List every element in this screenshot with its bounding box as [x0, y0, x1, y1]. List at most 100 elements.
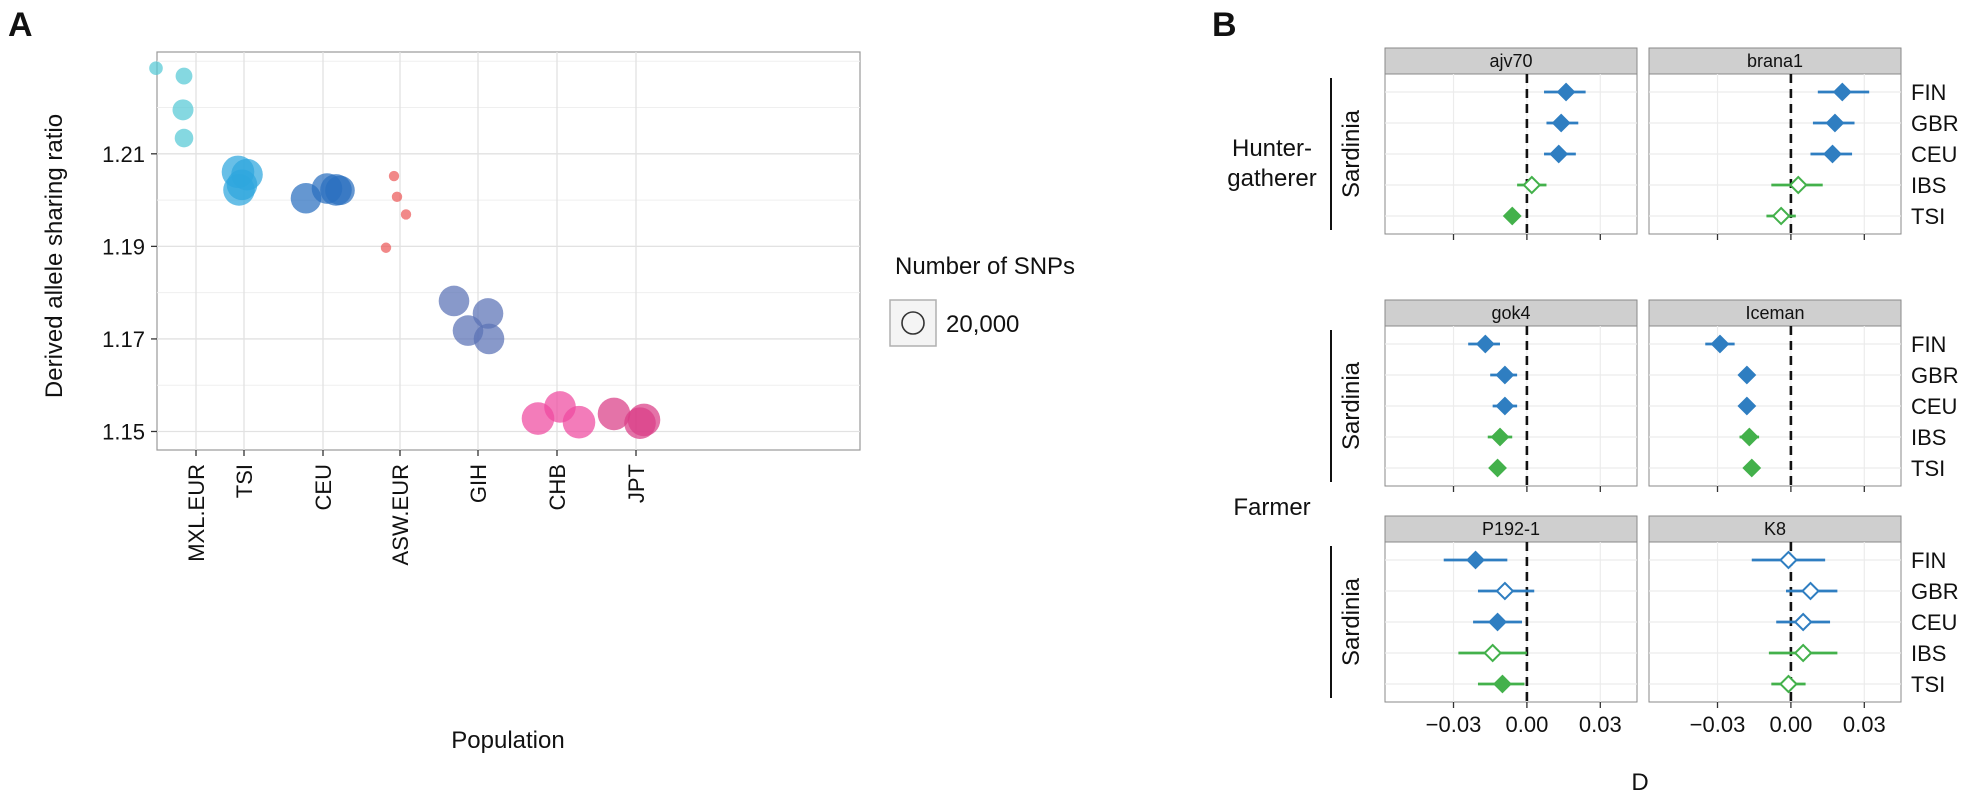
row-label-fin: FIN — [1911, 332, 1946, 357]
facet-title: Iceman — [1745, 303, 1804, 323]
facet-gok4: gok4 Sardinia — [1330, 299, 1638, 492]
legend-entry-label: 20,000 — [946, 311, 1019, 338]
point-ceu — [1793, 612, 1813, 632]
legend-key-circle — [901, 311, 925, 335]
row-label-ibs: IBS — [1911, 173, 1946, 198]
panel-a-y-ticks: 1.15 1.17 1.19 1.21 — [102, 142, 157, 444]
row-label-gbr: GBR — [1911, 579, 1959, 604]
y-tick-label: 1.17 — [102, 327, 145, 352]
x-tick-label: JPT — [624, 464, 649, 503]
data-point-tsi — [223, 174, 255, 206]
x-tick-label: 0.03 — [1579, 712, 1622, 737]
x-tick-label: ASW.EUR — [388, 464, 413, 565]
data-point-ceu — [325, 175, 355, 206]
point-ceu — [1549, 144, 1569, 164]
row-label-tsi: TSI — [1911, 456, 1945, 481]
panel-a-x-ticks: MXL.EUR TSI CEU ASW.EUR GIH CHB JPT — [184, 450, 649, 565]
x-tick-label: GIH — [466, 464, 491, 503]
facet-brana1: brana1 FIN GBR CEU IBS TSI — [1648, 47, 1959, 240]
row-label-fin: FIN — [1911, 548, 1946, 573]
point-tsi — [1779, 674, 1798, 694]
x-tick-label: 0.03 — [1843, 712, 1886, 737]
row-label-fin: FIN — [1911, 80, 1946, 105]
point-gbr — [1825, 113, 1845, 133]
panel-a-gridlines — [157, 52, 860, 450]
group-label-farmer: Farmer — [1233, 494, 1310, 521]
point-ibs — [1739, 427, 1759, 447]
panel-b-facets: ajv70 Sardinia brana1 FIN GBR CEU IBS TSI gok4 Sa… — [1330, 47, 1959, 737]
legend-key-box — [889, 299, 937, 347]
point-ceu — [1488, 612, 1507, 632]
data-point-asw-eur — [391, 191, 403, 203]
facet-k8: K8 FIN GBR CEU IBS TSI −0.03 0.00 0.03 — [1648, 515, 1959, 737]
point-gbr — [1495, 581, 1515, 601]
data-point-mxl-eur — [174, 128, 194, 148]
x-tick-label: TSI — [232, 464, 257, 498]
data-point-asw-eur — [380, 242, 392, 253]
point-tsi — [1742, 458, 1762, 478]
row-label-tsi: TSI — [1911, 204, 1945, 229]
point-gbr — [1801, 581, 1820, 601]
point-tsi — [1493, 674, 1512, 694]
data-point-asw-eur — [400, 209, 412, 220]
point-gbr — [1495, 365, 1515, 385]
point-ibs — [1483, 643, 1503, 663]
facet-iceman: Iceman FIN GBR CEU IBS TSI — [1648, 299, 1959, 492]
sardinia-label: Sardinia — [1338, 577, 1365, 666]
point-fin — [1475, 334, 1495, 354]
point-ceu — [1737, 396, 1757, 416]
point-fin — [1710, 334, 1730, 354]
point-tsi — [1771, 206, 1791, 226]
panel-b-label: B — [1212, 6, 1237, 44]
x-tick-label: CHB — [545, 464, 570, 510]
point-fin — [1556, 82, 1576, 102]
facet-strip — [1648, 47, 1902, 75]
panel-a-plot-background — [156, 51, 861, 451]
point-tsi — [1502, 206, 1522, 226]
x-tick-label: MXL.EUR — [184, 464, 209, 562]
group-label-hunter-gatherer-line1: Hunter- — [1232, 135, 1312, 162]
panel-a-label: A — [8, 6, 33, 44]
facet-title: ajv70 — [1489, 51, 1532, 71]
facet-strip — [1648, 515, 1902, 543]
facet-title: K8 — [1764, 519, 1786, 539]
data-point-gih — [473, 323, 505, 355]
point-fin — [1779, 550, 1798, 570]
point-ceu — [1823, 144, 1842, 164]
row-label-ibs: IBS — [1911, 425, 1946, 450]
facet-strip — [1648, 299, 1902, 327]
x-tick-label: −0.03 — [1690, 712, 1746, 737]
data-point-mxl-eur — [149, 61, 163, 75]
row-label-ceu: CEU — [1911, 142, 1957, 167]
facet-strip — [1384, 515, 1638, 543]
facet-title: brana1 — [1747, 51, 1803, 71]
point-gbr — [1737, 365, 1757, 385]
facet-p192-1: P192-1 −0.03 0.00 0.03 Sardinia — [1330, 515, 1638, 737]
row-label-gbr: GBR — [1911, 363, 1959, 388]
facet-strip — [1384, 299, 1638, 327]
facet-ajv70: ajv70 Sardinia — [1330, 47, 1638, 240]
point-ibs — [1793, 643, 1813, 663]
point-ibs — [1490, 427, 1510, 447]
row-label-tsi: TSI — [1911, 672, 1945, 697]
data-point-mxl-eur — [172, 99, 194, 121]
row-label-gbr: GBR — [1911, 111, 1959, 136]
facet-strip — [1384, 47, 1638, 75]
x-tick-label: 0.00 — [1769, 712, 1812, 737]
point-ibs — [1788, 175, 1808, 195]
point-tsi — [1488, 458, 1507, 478]
panel-a-x-axis-title: Population — [451, 727, 564, 754]
point-ceu — [1495, 396, 1515, 416]
sardinia-label: Sardinia — [1338, 109, 1365, 198]
sardinia-label: Sardinia — [1338, 361, 1365, 450]
point-fin — [1466, 550, 1485, 570]
data-point-gih — [438, 285, 470, 317]
y-tick-label: 1.15 — [102, 419, 145, 444]
y-tick-label: 1.21 — [102, 142, 145, 167]
x-tick-label: 0.00 — [1505, 712, 1548, 737]
panel-a-y-axis-title: Derived allele sharing ratio — [41, 114, 68, 398]
row-label-ibs: IBS — [1911, 641, 1946, 666]
data-point-asw-eur — [388, 170, 400, 182]
data-point-chb — [521, 402, 555, 435]
panel-b: B ajv70 Sardinia brana1 FIN GBR CEU IBS TSI gok4… — [1212, 6, 1959, 796]
